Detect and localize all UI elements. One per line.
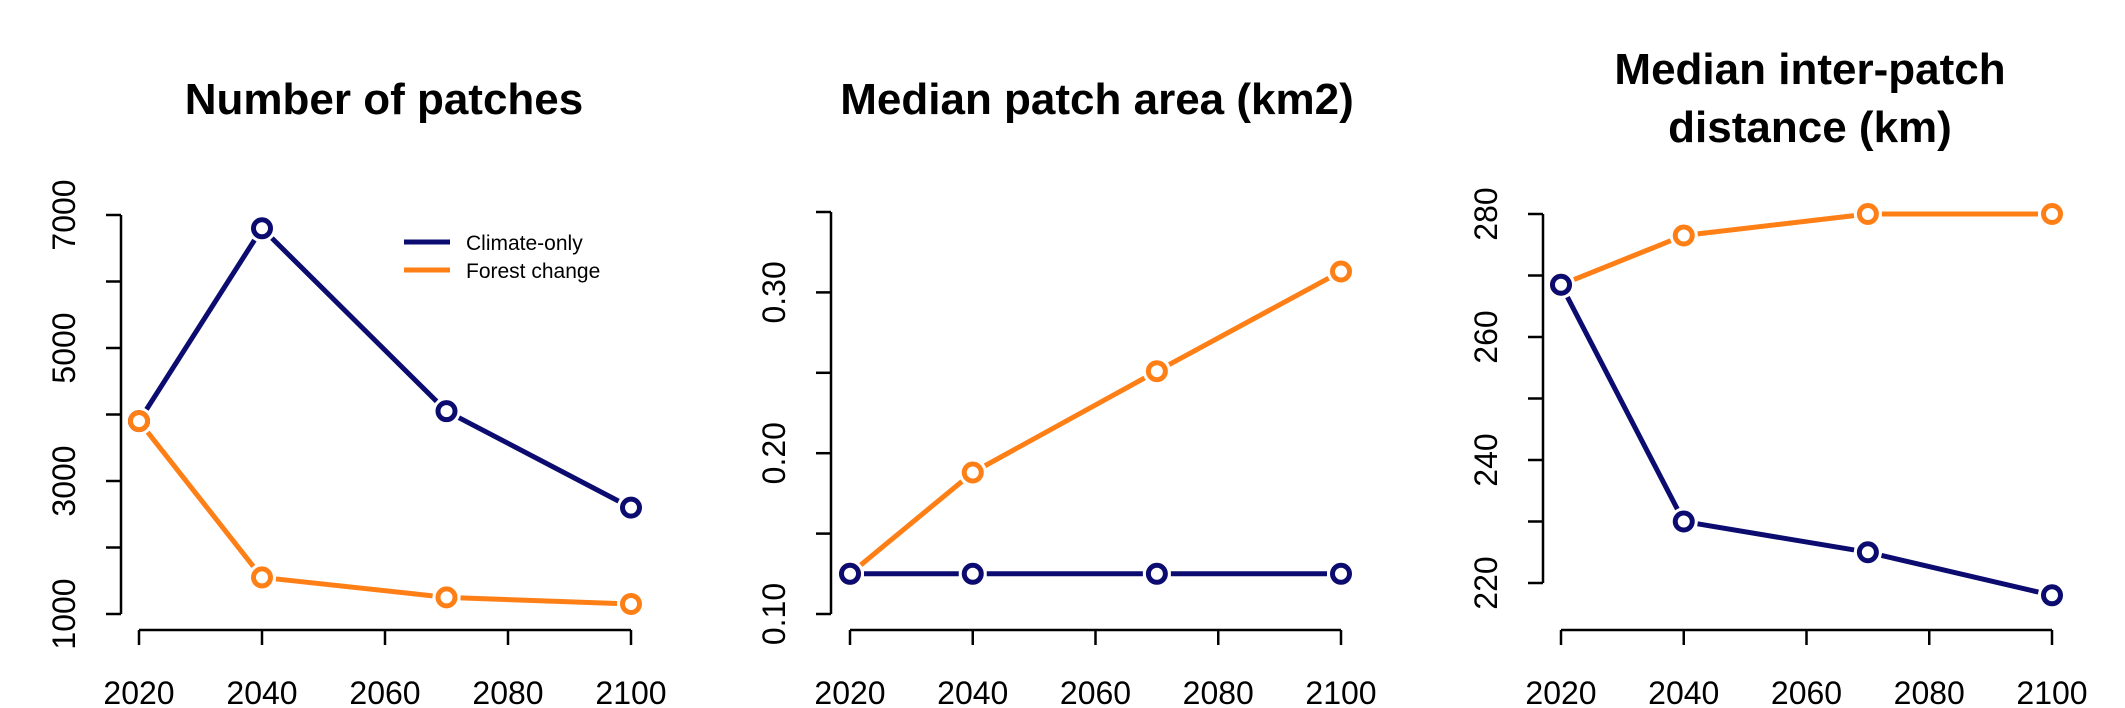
x-tick-label: 2100 (1305, 675, 1376, 708)
series-line-forest-change (859, 479, 964, 567)
series-line-forest-change (983, 375, 1146, 468)
data-point-climate-only (1145, 562, 1168, 585)
series-line-forest-change (1573, 238, 1672, 282)
x-tick-label: 2020 (103, 675, 174, 708)
data-point-forest-change (1330, 260, 1352, 283)
data-point-forest-change (1672, 224, 1695, 247)
y-tick-label: 220 (1468, 556, 1504, 609)
data-point-forest-change (128, 410, 150, 433)
y-tick-label: 260 (1468, 310, 1504, 363)
x-tick-label: 2020 (814, 675, 885, 708)
legend-label-forest-change: Forest change (466, 260, 600, 283)
data-point-forest-change (2041, 203, 2063, 225)
series-line-climate-only (1565, 296, 1680, 511)
plot-area: 0.10 0.20 0.30 2020 2040 2060 2080 2100 (756, 210, 1377, 708)
data-point-climate-only (1550, 273, 1572, 296)
y-tick-label: 240 (1468, 433, 1504, 486)
data-point-forest-change (961, 461, 984, 484)
series-line-forest-change (460, 595, 618, 607)
data-point-forest-change (1856, 203, 1879, 225)
x-tick-label: 2080 (472, 675, 543, 708)
series-line-forest-change (1697, 213, 1855, 237)
y-tick-label: 1000 (46, 578, 82, 649)
x-tick-label: 2040 (226, 675, 297, 708)
plot-area: 220 240 260 280 2020 2040 2060 2080 2100 (1468, 187, 2088, 708)
x-tick-label: 2060 (1060, 675, 1131, 708)
data-point-climate-only (1672, 510, 1695, 533)
panel-median-inter-patch-distance: Median inter-patch distance (km) 2202402… (1468, 45, 2088, 708)
x-tick-label: 2020 (1525, 675, 1596, 708)
series-line-climate-only (1880, 553, 2039, 595)
x-tick-label: 2100 (2016, 675, 2087, 708)
y-tick-label: 5000 (46, 312, 82, 383)
panel-title-line-2: distance (km) (1668, 103, 1952, 152)
data-point-forest-change (620, 593, 642, 616)
legend-label-climate-only: Climate-only (466, 232, 583, 255)
series-line-climate-only (1697, 521, 1855, 553)
y-tick-label: 0.10 (756, 583, 792, 645)
panel-title: Median patch area (km2) (840, 75, 1354, 124)
x-tick-label: 2040 (1648, 675, 1719, 708)
y-tick-label: 3000 (46, 445, 82, 516)
x-tick-label: 2060 (349, 675, 420, 708)
x-tick-label: 2100 (595, 675, 666, 708)
series-line-climate-only (457, 415, 620, 504)
x-tick-label: 2080 (1894, 675, 1965, 708)
data-point-forest-change (251, 566, 273, 589)
series-line-forest-change (275, 576, 433, 599)
series-line-forest-change (145, 430, 256, 568)
x-tick-label: 2080 (1183, 675, 1254, 708)
data-point-climate-only (620, 496, 642, 519)
data-point-climate-only (435, 400, 458, 423)
data-point-forest-change (435, 586, 458, 609)
y-tick-label: 0.20 (756, 422, 792, 484)
y-tick-label: 280 (1468, 187, 1504, 240)
data-point-climate-only (1330, 562, 1352, 585)
x-tick-label: 2060 (1771, 675, 1842, 708)
data-point-climate-only (2041, 584, 2063, 607)
panel-title-line-1: Median inter-patch (1614, 45, 2005, 94)
series-line-climate-only (270, 236, 439, 404)
data-point-climate-only (839, 562, 861, 585)
data-point-forest-change (1145, 360, 1168, 383)
series-line-climate-only (144, 238, 257, 411)
panel-title: Number of patches (185, 75, 584, 124)
legend: Climate-only Forest change (404, 232, 600, 283)
data-point-climate-only (961, 562, 984, 585)
panel-median-patch-area: Median patch area (km2) 0.10 0.20 0.30 2020… (756, 75, 1377, 708)
x-tick-label: 2040 (937, 675, 1008, 708)
data-point-climate-only (1856, 541, 1879, 564)
plot-area: 1000 3000 5000 7000 2020 2040 2060 2080 2100 (46, 179, 667, 708)
panel-number-of-patches: Number of patches 1000 3000 5000 7000 2020 20… (46, 75, 667, 708)
y-tick-label: 7000 (46, 179, 82, 250)
series-line-forest-change (1167, 275, 1330, 367)
data-point-climate-only (251, 217, 273, 240)
y-tick-label: 0.30 (756, 261, 792, 323)
